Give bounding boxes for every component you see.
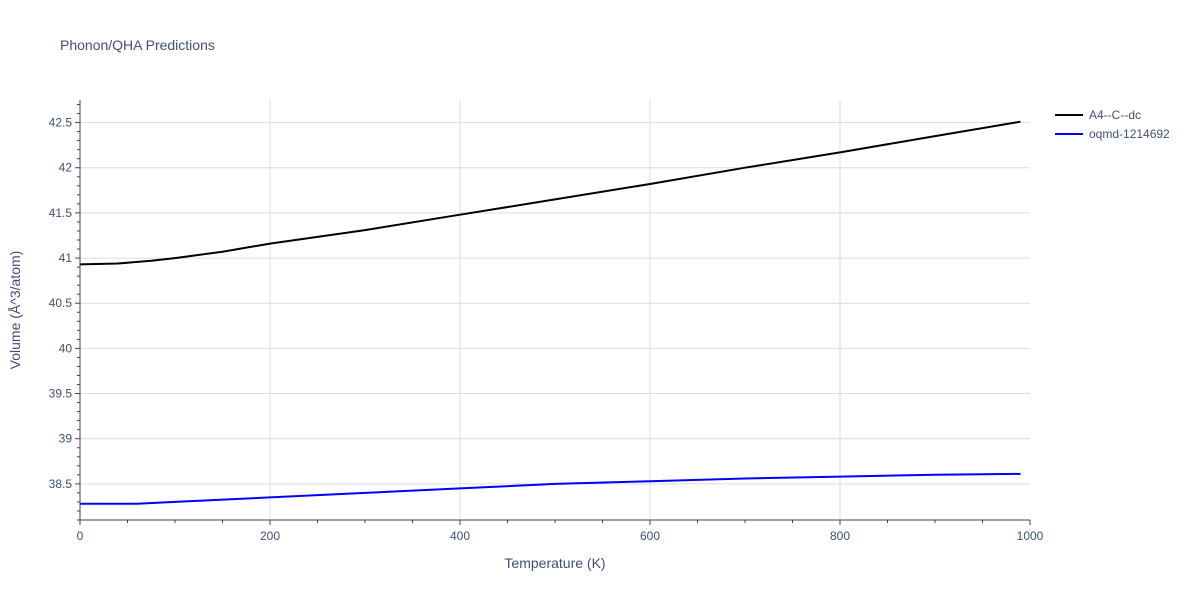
y-tick-label: 39 (59, 432, 73, 446)
series-line-2 (80, 472, 1021, 505)
legend-label: A4--C--dc (1089, 108, 1141, 122)
y-tick-label: 41.5 (49, 206, 73, 220)
x-tick-label: 200 (260, 529, 280, 543)
y-tick-label: 42.5 (49, 116, 73, 130)
series-lines (79, 120, 1021, 505)
chart-title: Phonon/QHA Predictions (60, 37, 215, 53)
y-tick-label: 41 (59, 251, 73, 265)
axes: 0 200 400 600 800 1000 38.5 39 39.5 40 40.5 41 41.5 4… (49, 100, 1044, 543)
x-tick-label: 600 (640, 529, 660, 543)
y-tick-label: 39.5 (49, 387, 73, 401)
x-tick-label: 800 (830, 529, 850, 543)
x-tick-label: 1000 (1017, 529, 1044, 543)
y-tick-label: 40.5 (49, 296, 73, 310)
legend-label: oqmd-1214692 (1089, 127, 1170, 141)
y-tick-label: 40 (59, 341, 73, 355)
grid (80, 100, 1030, 520)
x-tick-label: 400 (450, 529, 470, 543)
series-line-1 (79, 120, 1021, 266)
x-axis-title: Temperature (K) (504, 555, 605, 571)
legend: A4--C--dc oqmd-1214692 (1055, 108, 1170, 141)
y-axis-title: Volume (Å^3/atom) (7, 251, 23, 370)
x-tick-label: 0 (77, 529, 84, 543)
y-tick-label: 38.5 (49, 477, 73, 491)
y-tick-label: 42 (59, 161, 73, 175)
